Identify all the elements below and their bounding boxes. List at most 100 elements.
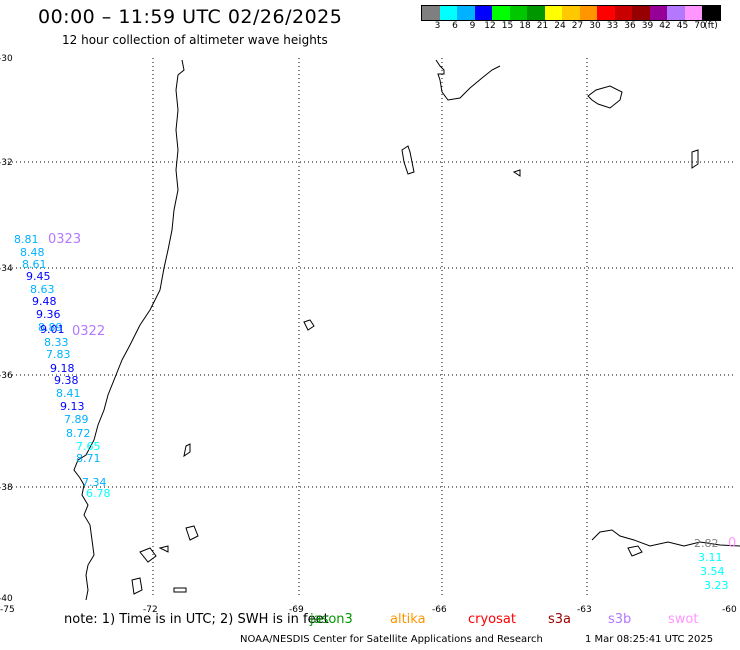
islands-2 [185,525,199,541]
altimeter-tracks: 0323 8.818.488.619.458.639.489.368.899.01… [14,232,736,592]
longitude-label: -72 [143,605,158,615]
wave-height-value: 8.63 [30,283,55,296]
satellite-label-cryosat: cryosat [468,612,516,627]
pass-time-label: 0323 [48,232,81,247]
wave-height-value: 7.83 [46,348,71,361]
legend-swatch [422,6,440,20]
legend-swatch [509,6,527,20]
color-scale-legend [421,5,721,21]
coast-fragment-2 [303,319,315,331]
legend-label: 9 [469,21,476,31]
legend-label: 21 [536,21,549,31]
legend-swatch [562,6,580,20]
satellite-label-jason3: jason3 [310,612,353,627]
satellite-label-s3b: s3b [608,612,632,627]
wave-height-value: 9.48 [32,295,57,308]
map-subtitle: 12 hour collection of altimeter wave hei… [62,33,328,47]
legend-label: 3 [434,21,441,31]
wave-height-value: 6.78 [86,487,111,500]
wave-height-value: 7.34 [82,476,107,489]
legend-label: 15 [501,21,514,31]
legend-swatch [492,6,510,20]
wave-height-value: 3.54 [700,565,725,578]
legend-swatch [474,6,492,20]
legend-label: 12 [484,21,496,31]
southern-coast [591,529,740,547]
legend-label: 42 [659,21,671,31]
south-america-coast [73,59,185,601]
islands-3 [131,577,143,595]
wave-height-value: 8.81 [14,233,39,246]
legend-swatch [614,6,632,20]
islands-1 [139,547,157,563]
latitude-label: -40 [0,594,13,604]
wave-height-value: 9.36 [36,308,61,321]
latitude-label: -36 [0,371,13,381]
generated-timestamp: 1 Mar 08:25:41 UTC 2025 [585,634,714,645]
legend-swatch [439,6,457,20]
islands-5 [158,545,169,553]
southern-coast-small [627,545,643,557]
legend-swatch [667,6,685,20]
pass-time-label: 0322 [72,324,105,339]
lake-outline [587,85,623,109]
legend-label: 18 [519,21,531,31]
latitude-label: -32 [0,158,13,168]
wave-height-value: 9.13 [60,400,85,413]
wave-height-value: 2.82 [694,537,719,550]
legend-label: 36 [624,21,636,31]
wave-height-value: 9.45 [26,270,51,283]
legend-swatch [579,6,597,20]
pass-time-label: 0 [728,536,736,551]
wave-height-value: 8.41 [56,387,81,400]
legend-label: 45 [676,21,689,31]
wave-height-value: 8.48 [20,246,45,259]
satellite-label-s3a: s3a [548,612,572,627]
coast-fragment-4 [512,169,521,177]
legend-swatch [597,6,615,20]
legend-label: 24 [554,21,566,31]
axis-labels: -30 -32 -34 -36 -38 -40-75 -72 -69 -66 -63 -60 [0,54,737,615]
credit-line: NOAA/NESDIS Center for Satellite Applica… [240,634,543,645]
legend-swatch [649,6,667,20]
wave-height-value: 8.61 [22,258,47,271]
color-scale-labels: 3 6 9 12 15 18 21 24 27 30 33 36 39 42 45 70 (ft) [421,21,740,33]
coast-fragment-3 [183,443,191,458]
legend-swatch [527,6,545,20]
legend-label: 30 [589,21,601,31]
argentina-coast [435,59,501,101]
legend-label: 39 [641,21,654,31]
legend-label: 6 [452,21,458,31]
islands-4 [173,587,187,593]
footer-note: note: 1) Time is in UTC; 2) SWH is in fe… [64,612,329,627]
lat-lon-grid [8,58,733,598]
wave-height-value: 9.18 [50,362,75,375]
legend-swatch [457,6,475,20]
coast-fragment-1 [401,145,415,175]
wave-height-value: 8.33 [44,336,69,349]
latitude-label: -38 [0,483,13,493]
wave-height-value: 8.71 [76,452,101,465]
wave-height-value: 8.89 [38,321,63,334]
longitude-label: -69 [289,605,304,615]
satellite-label-altika: altika [390,612,426,627]
wave-height-value: 3.23 [704,579,729,592]
legend-swatch [544,6,562,20]
wave-height-value: 8.72 [66,427,91,440]
wave-height-value: 3.11 [698,551,723,564]
satellite-label-swot: swot [668,612,699,627]
latitude-label: -34 [0,264,13,274]
longitude-label: -75 [0,605,15,615]
legend-label: (ft) [704,21,718,31]
map-title: 00:00 – 11:59 UTC 02/26/2025 [38,6,343,28]
wave-height-value: 7.89 [64,413,89,426]
longitude-label: -66 [432,605,447,615]
coastline [73,59,740,601]
legend-label: 70 [694,21,706,31]
legend-label: 27 [571,21,584,31]
coast-fragment-5 [691,149,699,169]
longitude-label: -60 [722,605,737,615]
legend-label: 33 [606,21,619,31]
legend-swatch [632,6,650,20]
